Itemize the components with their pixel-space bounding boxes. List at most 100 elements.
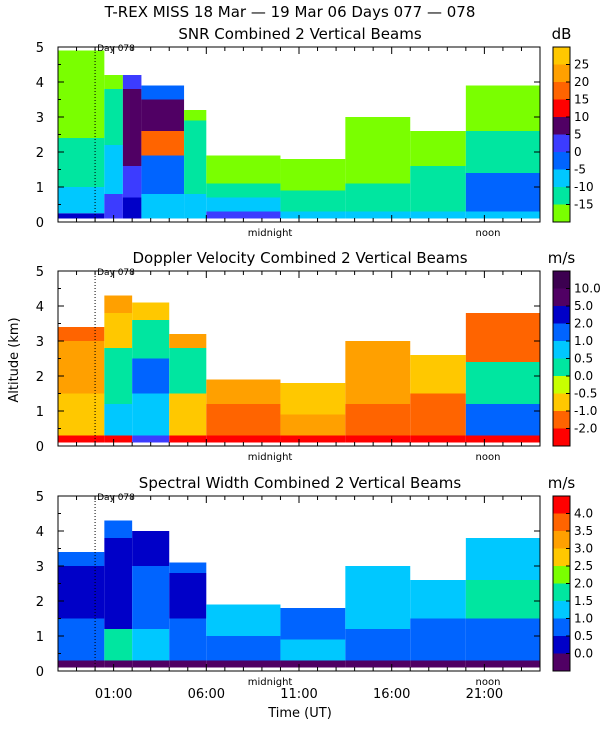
colorbar-segment (553, 288, 570, 307)
x-tick-label: 01:00 (95, 687, 132, 702)
data-cell (206, 604, 281, 636)
colorbar-label: -10 (574, 180, 594, 194)
colorbar-label: 15 (574, 93, 589, 107)
colorbar-segment (553, 653, 570, 672)
data-cell (58, 187, 105, 214)
colorbar-label: 10 (574, 110, 589, 124)
colorbar-segment (553, 306, 570, 324)
y-tick-label: 0 (36, 216, 44, 231)
data-cell (465, 580, 540, 619)
data-cell (345, 211, 411, 219)
colorbar-unit: m/s (548, 474, 576, 492)
data-cell (465, 313, 540, 362)
data-cell (132, 358, 170, 394)
y-tick-label: 0 (36, 665, 44, 680)
colorbar-segment (553, 583, 570, 602)
data-cell (169, 618, 207, 661)
data-cell (104, 538, 133, 629)
data-cell (141, 85, 185, 100)
data-cell (280, 660, 346, 668)
y-tick-label: 1 (36, 405, 44, 420)
data-cell (132, 393, 170, 436)
midnight-label: midnight (248, 452, 293, 463)
figure-title: T-REX MISS 18 Mar — 19 Mar 06 Days 077 —… (104, 3, 476, 21)
data-cell (58, 566, 105, 619)
panel-title: Spectral Width Combined 2 Vertical Beams (139, 474, 462, 492)
colorbar-label: -1.0 (574, 404, 597, 418)
colorbar-segment (553, 99, 570, 118)
colorbar-label: 25 (574, 58, 589, 72)
data-cell (206, 197, 281, 212)
y-tick-label: 1 (36, 630, 44, 645)
data-cell (465, 131, 540, 173)
data-cell (169, 562, 207, 573)
data-cell (410, 166, 466, 212)
colorbar-label: 1.5 (574, 594, 593, 608)
colorbar-segment (553, 618, 570, 637)
data-cell (345, 629, 411, 661)
noon-label: noon (476, 228, 501, 239)
data-cell (58, 50, 105, 138)
data-cell (104, 435, 133, 443)
data-cell (410, 393, 466, 436)
colorbar-label: 0.0 (574, 369, 593, 383)
data-cell (184, 110, 207, 121)
data-cell (141, 131, 185, 156)
colorbar-segment (553, 601, 570, 619)
y-tick-label: 3 (36, 560, 44, 575)
colorbar-segment (553, 187, 570, 205)
colorbar-label: 0.0 (574, 647, 593, 661)
data-cell (280, 608, 346, 640)
data-cell (280, 639, 346, 661)
data-cell (345, 404, 411, 436)
data-cell (169, 435, 207, 443)
colorbar-segment (553, 82, 570, 100)
data-cell (58, 618, 105, 661)
data-cell (58, 393, 105, 436)
y-tick-label: 2 (36, 370, 44, 385)
data-cell (58, 660, 105, 668)
data-cell (169, 348, 207, 394)
y-tick-label: 2 (36, 146, 44, 161)
colorbar-label: -0.5 (574, 387, 597, 401)
data-cell (280, 414, 346, 436)
data-cell (104, 660, 133, 668)
panel-title: SNR Combined 2 Vertical Beams (178, 25, 421, 43)
colorbar-label: 3.5 (574, 524, 593, 538)
data-cell (206, 155, 281, 184)
data-cell (410, 211, 466, 219)
data-cell (132, 531, 170, 566)
midnight-label: midnight (248, 228, 293, 239)
data-cell (465, 404, 540, 436)
data-cell (206, 660, 281, 668)
data-cell (280, 190, 346, 212)
colorbar-label: 2.0 (574, 577, 593, 591)
data-cell (122, 75, 142, 89)
colorbar-segment (553, 428, 570, 447)
data-cell (465, 211, 540, 219)
midnight-label: midnight (248, 677, 293, 688)
panel-title: Doppler Velocity Combined 2 Vertical Bea… (132, 249, 467, 267)
data-cell (280, 435, 346, 443)
data-cell (58, 552, 105, 566)
colorbar-segment (553, 513, 570, 532)
colorbar-segment (553, 204, 570, 223)
data-cell (345, 435, 411, 443)
colorbar-segment (553, 548, 570, 567)
y-tick-label: 3 (36, 111, 44, 126)
data-cell (132, 320, 170, 359)
data-cell (410, 660, 466, 668)
colorbar-segment (553, 323, 570, 342)
data-cell (132, 302, 170, 320)
colorbar-label: 0.5 (574, 352, 593, 366)
panel-2: Doppler Velocity Combined 2 Vertical Bea… (36, 249, 600, 463)
data-cell (410, 580, 466, 619)
colorbar-label: 4.0 (574, 507, 593, 521)
x-tick-label: 11:00 (280, 687, 317, 702)
data-cell (132, 660, 170, 668)
data-cell (345, 660, 411, 668)
data-cell (206, 379, 281, 404)
noon-label: noon (476, 677, 501, 688)
colorbar-segment (553, 566, 570, 584)
